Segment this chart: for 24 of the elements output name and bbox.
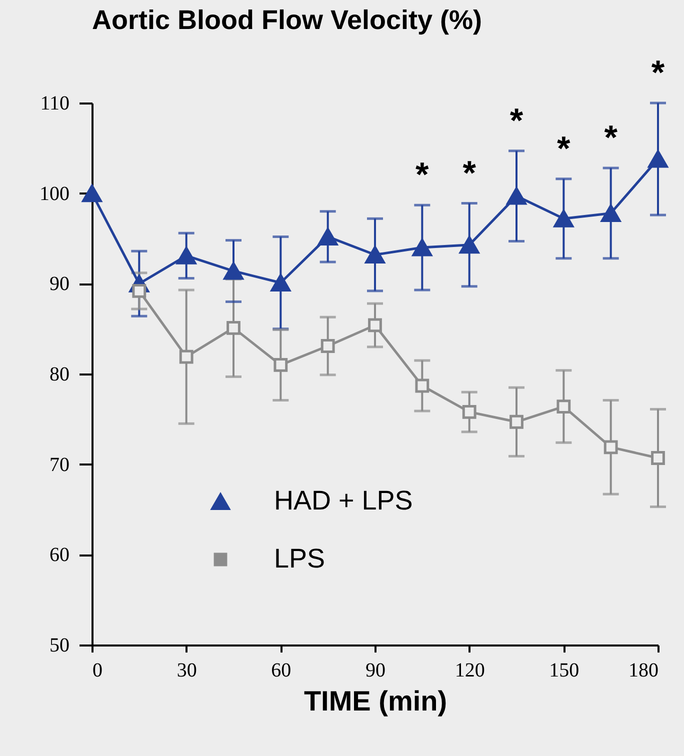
y-tick-label: 100: [40, 182, 70, 205]
annotation: *: [651, 54, 666, 92]
y-tick-label: 110: [40, 92, 70, 114]
y-tick-label: 60: [50, 544, 70, 566]
legend-label: HAD + LPS: [274, 486, 413, 516]
annotation: *: [510, 102, 524, 140]
y-tick-label: 80: [50, 364, 70, 386]
annotation: *: [604, 119, 618, 158]
x-tick-label: 0: [92, 660, 102, 682]
chart-title: Aortic Blood Flow Velocity (%): [92, 5, 482, 35]
x-tick-label: 90: [366, 660, 386, 682]
y-tick-label: 70: [50, 454, 70, 476]
x-tick-label: 60: [271, 660, 292, 682]
x-tick-label: 30: [176, 660, 197, 682]
x-tick-label: 120: [454, 660, 485, 682]
legend-label: LPS: [274, 544, 326, 574]
annotation: *: [557, 130, 572, 168]
y-tick-label: 50: [50, 634, 70, 656]
annotation: *: [462, 154, 477, 192]
y-tick-label: 90: [50, 273, 70, 296]
x-tick-label: 180: [628, 660, 658, 682]
annotation: *: [416, 156, 430, 194]
x-tick-label: 150: [549, 660, 580, 682]
x-axis-title: TIME (min): [304, 686, 448, 716]
